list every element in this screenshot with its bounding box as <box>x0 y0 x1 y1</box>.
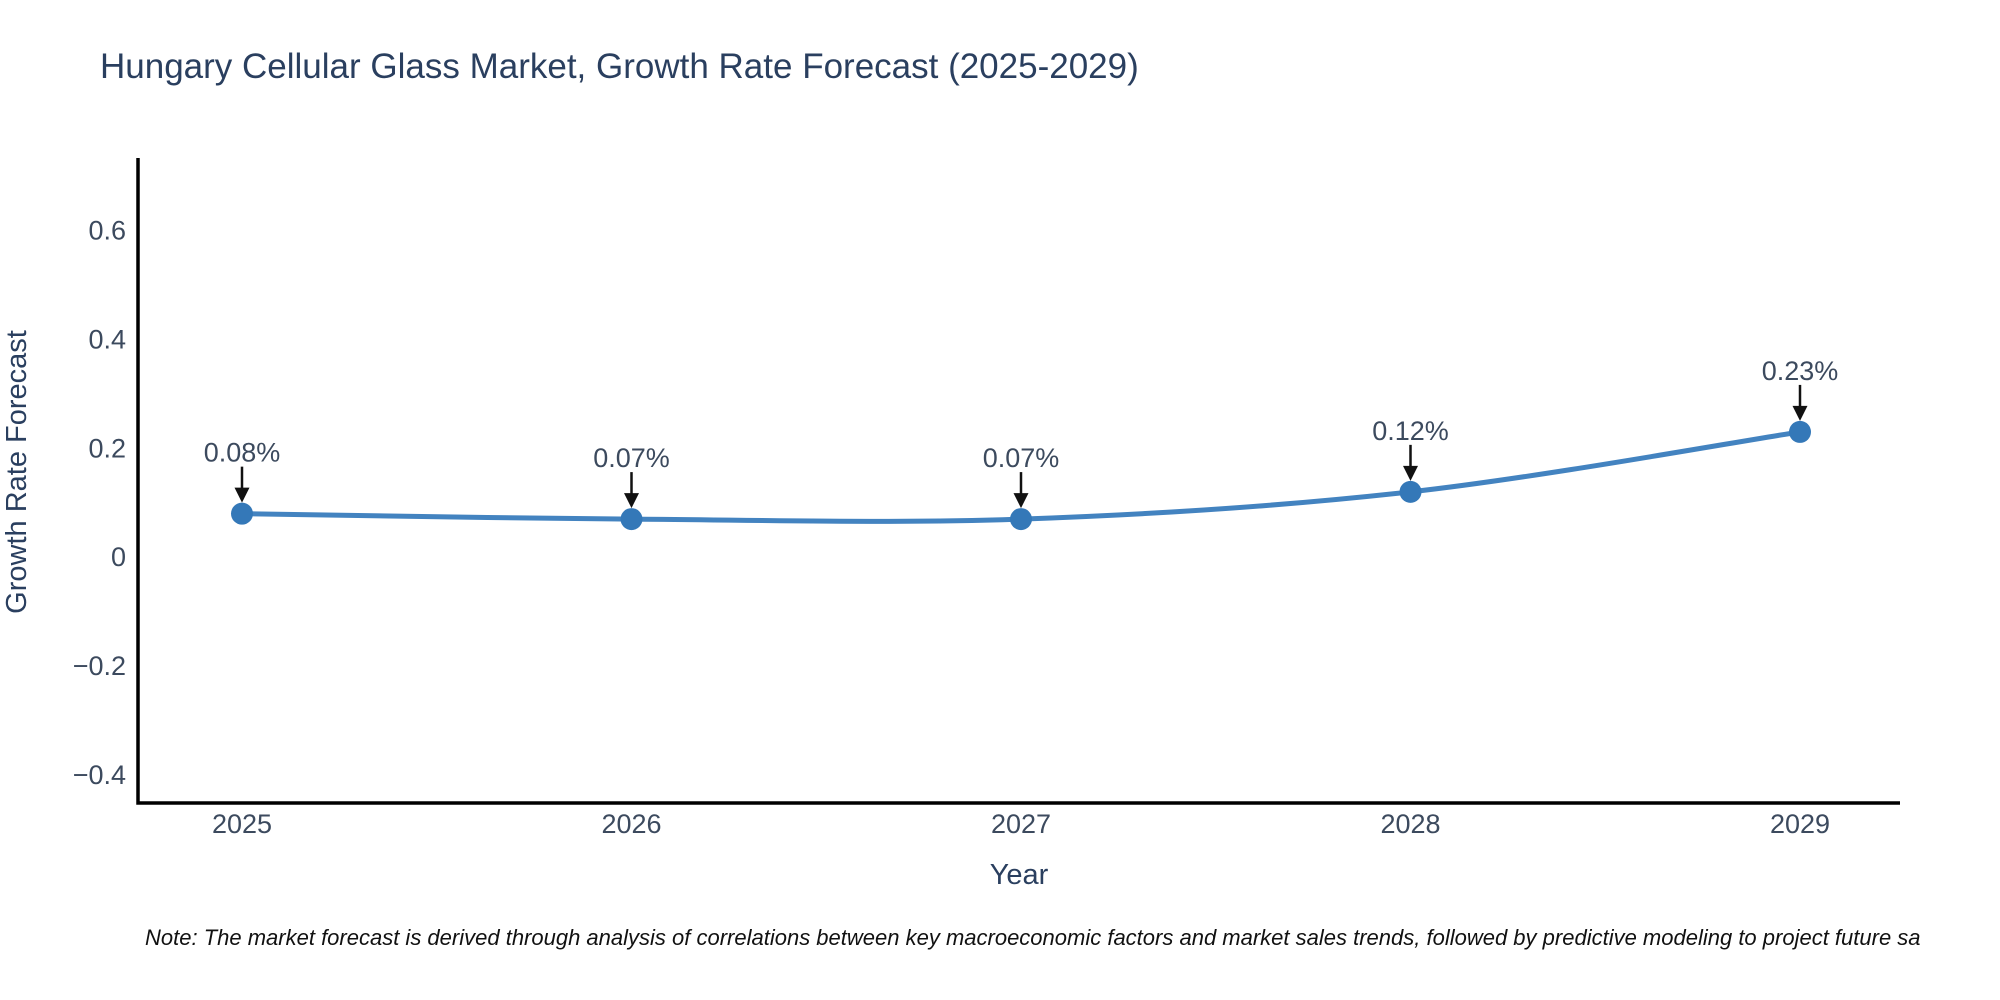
annotation-arrowhead-icon <box>1013 493 1029 509</box>
x-tick-label: 2027 <box>991 809 1051 839</box>
x-axis-label: Year <box>990 859 1049 891</box>
annotation-value-label: 0.23% <box>1762 356 1839 386</box>
axis-spines <box>136 158 1900 805</box>
y-tick-label: 0.4 <box>88 324 126 354</box>
x-tick-label: 2026 <box>601 809 661 839</box>
chart-title: Hungary Cellular Glass Market, Growth Ra… <box>100 47 1139 86</box>
y-axis-label: Growth Rate Forecast <box>1 330 33 614</box>
point-annotations: 0.08% 0.07% 0.07% 0.12% 0.23% <box>204 356 1839 509</box>
x-tick-label: 2025 <box>212 809 272 839</box>
annotation-value-label: 0.08% <box>204 438 281 468</box>
data-point-markers <box>231 420 1811 531</box>
x-tick-label: 2029 <box>1770 809 1830 839</box>
y-tick-label: −0.4 <box>73 760 126 790</box>
annotation-value-label: 0.07% <box>593 443 670 473</box>
annotation-arrowhead-icon <box>624 493 639 509</box>
y-tick-labels: 0.6 0.4 0.2 0 −0.2 −0.4 <box>73 215 126 790</box>
y-tick-label: 0.2 <box>88 433 126 463</box>
annotation-value-label: 0.07% <box>983 443 1060 473</box>
y-tick-label: 0.6 <box>88 215 126 245</box>
axis-spine <box>136 158 1900 805</box>
data-point-marker <box>1399 480 1422 503</box>
x-tick-labels: 2025 2026 2027 2028 2029 <box>212 809 1830 839</box>
annotation-arrowhead-icon <box>1792 405 1808 421</box>
annotation-value-label: 0.12% <box>1372 416 1449 446</box>
footnote: Note: The market forecast is derived thr… <box>145 925 1921 950</box>
annotation-arrowhead-icon <box>1403 465 1418 481</box>
x-tick-label: 2028 <box>1380 809 1440 839</box>
y-tick-label: −0.2 <box>73 651 126 681</box>
data-point-marker <box>231 502 253 525</box>
annotation-arrowhead-icon <box>234 487 250 503</box>
data-point-marker <box>1010 508 1032 531</box>
y-tick-label: 0 <box>111 542 126 572</box>
data-point-marker <box>1789 420 1811 443</box>
data-point-marker <box>620 508 643 531</box>
